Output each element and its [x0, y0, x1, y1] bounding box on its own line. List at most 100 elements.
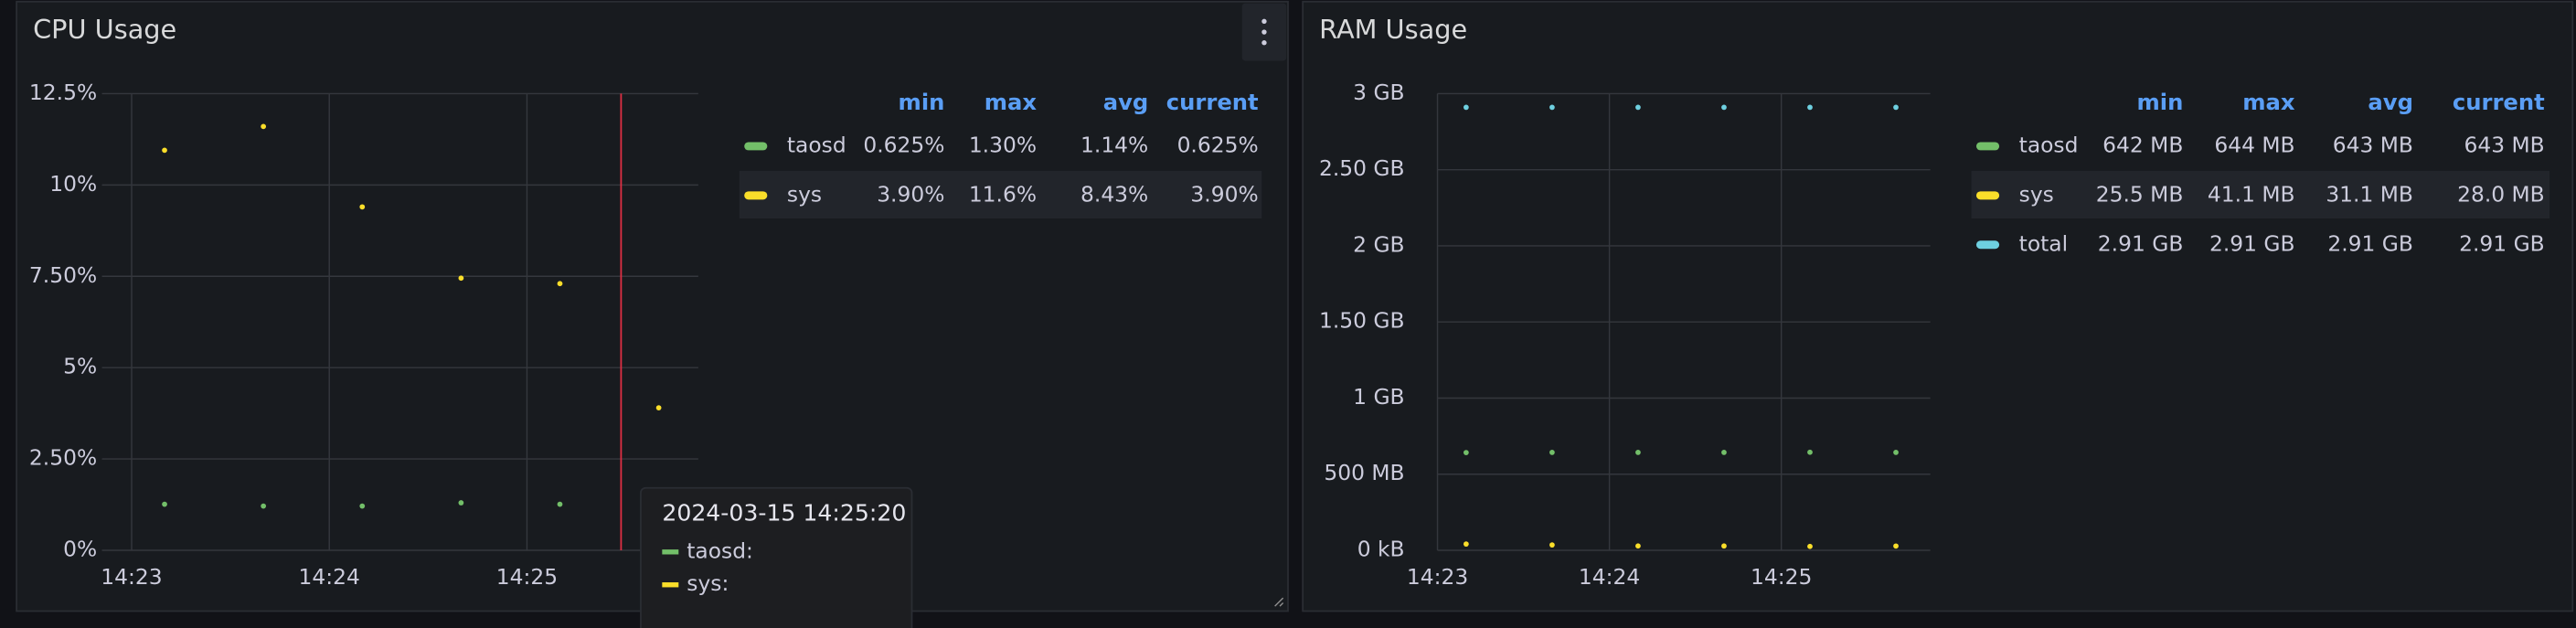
legend-series-name: total [2019, 230, 2068, 256]
menu-dot [1261, 29, 1267, 35]
x-tick-label: 14:23 [1407, 564, 1468, 590]
legend-swatch [1975, 142, 2000, 151]
tooltip-item: sys: [687, 570, 729, 596]
data-point [1893, 450, 1899, 455]
charts: CPU Usage 0% 2.50% 5% 7.50% 10% 12.5% 14:23 14:2… [29, 14, 2550, 628]
legend-series-name: taosd [787, 132, 846, 157]
data-point [1463, 541, 1469, 548]
legend-stat: 642 MB [2102, 132, 2183, 157]
data-point [1635, 104, 1641, 111]
x-tick-label: 14:23 [101, 564, 162, 590]
x-tick-label: 14:24 [299, 564, 360, 590]
data-point [557, 501, 563, 507]
legend-stat: 28.0 MB [2457, 181, 2545, 207]
tooltip-swatch [662, 549, 679, 555]
menu-dot [1261, 18, 1267, 25]
legend-column-header: avg [1103, 89, 1149, 115]
y-tick-label: 5% [63, 354, 97, 379]
tooltip-item: taosd: [687, 538, 753, 563]
menu-dot [1261, 40, 1267, 46]
data-point [261, 503, 267, 509]
tooltip-title: 2024-03-15 14:25:20 [662, 499, 906, 526]
legend-stat: 2.91 GB [2459, 230, 2545, 256]
y-tick-label: 10% [49, 171, 97, 197]
legend-column-header: current [1166, 89, 1259, 115]
data-point [261, 123, 267, 130]
y-tick-label: 0% [63, 537, 97, 562]
legend-stat: 2.91 GB [2098, 230, 2184, 256]
y-tick-label: 2.50 GB [1319, 155, 1405, 181]
panel-title: CPU Usage [33, 14, 176, 45]
resize-handle[interactable] [1274, 597, 1284, 607]
legend-row-highlight [1971, 170, 2550, 219]
y-tick-label: 3 GB [1353, 80, 1404, 105]
legend-series-name: taosd [2019, 132, 2079, 157]
legend-stat: 643 MB [2464, 132, 2545, 157]
legend-swatch [1975, 240, 2000, 250]
legend-stat: 2.91 GB [2209, 230, 2295, 256]
y-tick-label: 1 GB [1353, 384, 1404, 410]
legend-column-header: max [2242, 89, 2295, 115]
x-tick-label: 14:24 [1579, 564, 1640, 590]
data-point [1893, 104, 1899, 111]
data-point [557, 281, 563, 287]
legend-stat: 0.625% [863, 132, 944, 157]
data-point [1893, 543, 1899, 549]
legend-column-header: min [2137, 89, 2184, 115]
legend-stat: 3.90% [1190, 181, 1258, 207]
data-point [1721, 450, 1727, 455]
legend-stat: 1.14% [1080, 132, 1148, 157]
legend-stat: 11.6% [969, 181, 1037, 207]
legend-column-header: avg [2368, 89, 2413, 115]
y-tick-label: 1.50 GB [1319, 308, 1405, 334]
legend-stat: 1.30% [969, 132, 1037, 157]
data-point [458, 500, 464, 506]
y-tick-label: 0 kB [1357, 537, 1405, 562]
legend-stat: 0.625% [1177, 132, 1259, 157]
tooltip-swatch [662, 582, 679, 588]
legend-stat: 25.5 MB [2096, 181, 2184, 207]
legend-series-name: sys [2019, 181, 2054, 207]
x-tick-label: 14:25 [1751, 564, 1812, 590]
tooltip: 2024-03-15 14:25:20 taosd: sys: [640, 486, 913, 628]
legend-stat: 2.91 GB [2327, 230, 2413, 256]
legend-row-highlight [739, 170, 1262, 219]
panel-title: RAM Usage [1319, 14, 1467, 45]
y-tick-label: 500 MB [1324, 460, 1404, 485]
data-point [1549, 450, 1555, 455]
legend-column-header: min [899, 89, 945, 115]
legend-column-header: max [985, 89, 1038, 115]
data-point [1463, 450, 1469, 455]
data-point [1807, 104, 1813, 111]
legend-stat: 8.43% [1080, 181, 1148, 207]
legend-stat: 41.1 MB [2208, 181, 2295, 207]
legend-stat: 3.90% [877, 181, 944, 207]
data-point [1549, 542, 1555, 548]
legend-swatch [1975, 191, 2000, 200]
data-point [1635, 450, 1641, 455]
tooltip-box [640, 486, 913, 628]
x-tick-label: 14:25 [496, 564, 558, 590]
y-tick-label: 2 GB [1353, 231, 1404, 257]
data-point [359, 204, 366, 210]
data-point [1635, 543, 1641, 549]
data-point [359, 503, 366, 509]
data-point [1807, 543, 1813, 549]
data-point [1721, 543, 1727, 549]
y-tick-label: 2.50% [29, 445, 97, 471]
legend-swatch [744, 142, 768, 151]
data-point [1807, 449, 1813, 455]
data-point [162, 501, 167, 507]
legend-stat: 31.1 MB [2326, 181, 2413, 207]
data-point [1721, 104, 1727, 111]
legend-column-header: current [2453, 89, 2545, 115]
legend-series-name: sys [787, 181, 822, 207]
y-tick-label: 12.5% [29, 80, 97, 105]
data-point [655, 405, 662, 411]
legend-stat: 643 MB [2333, 132, 2413, 157]
data-point [1549, 104, 1555, 111]
data-point [162, 147, 167, 154]
legend-stat: 644 MB [2214, 132, 2294, 157]
